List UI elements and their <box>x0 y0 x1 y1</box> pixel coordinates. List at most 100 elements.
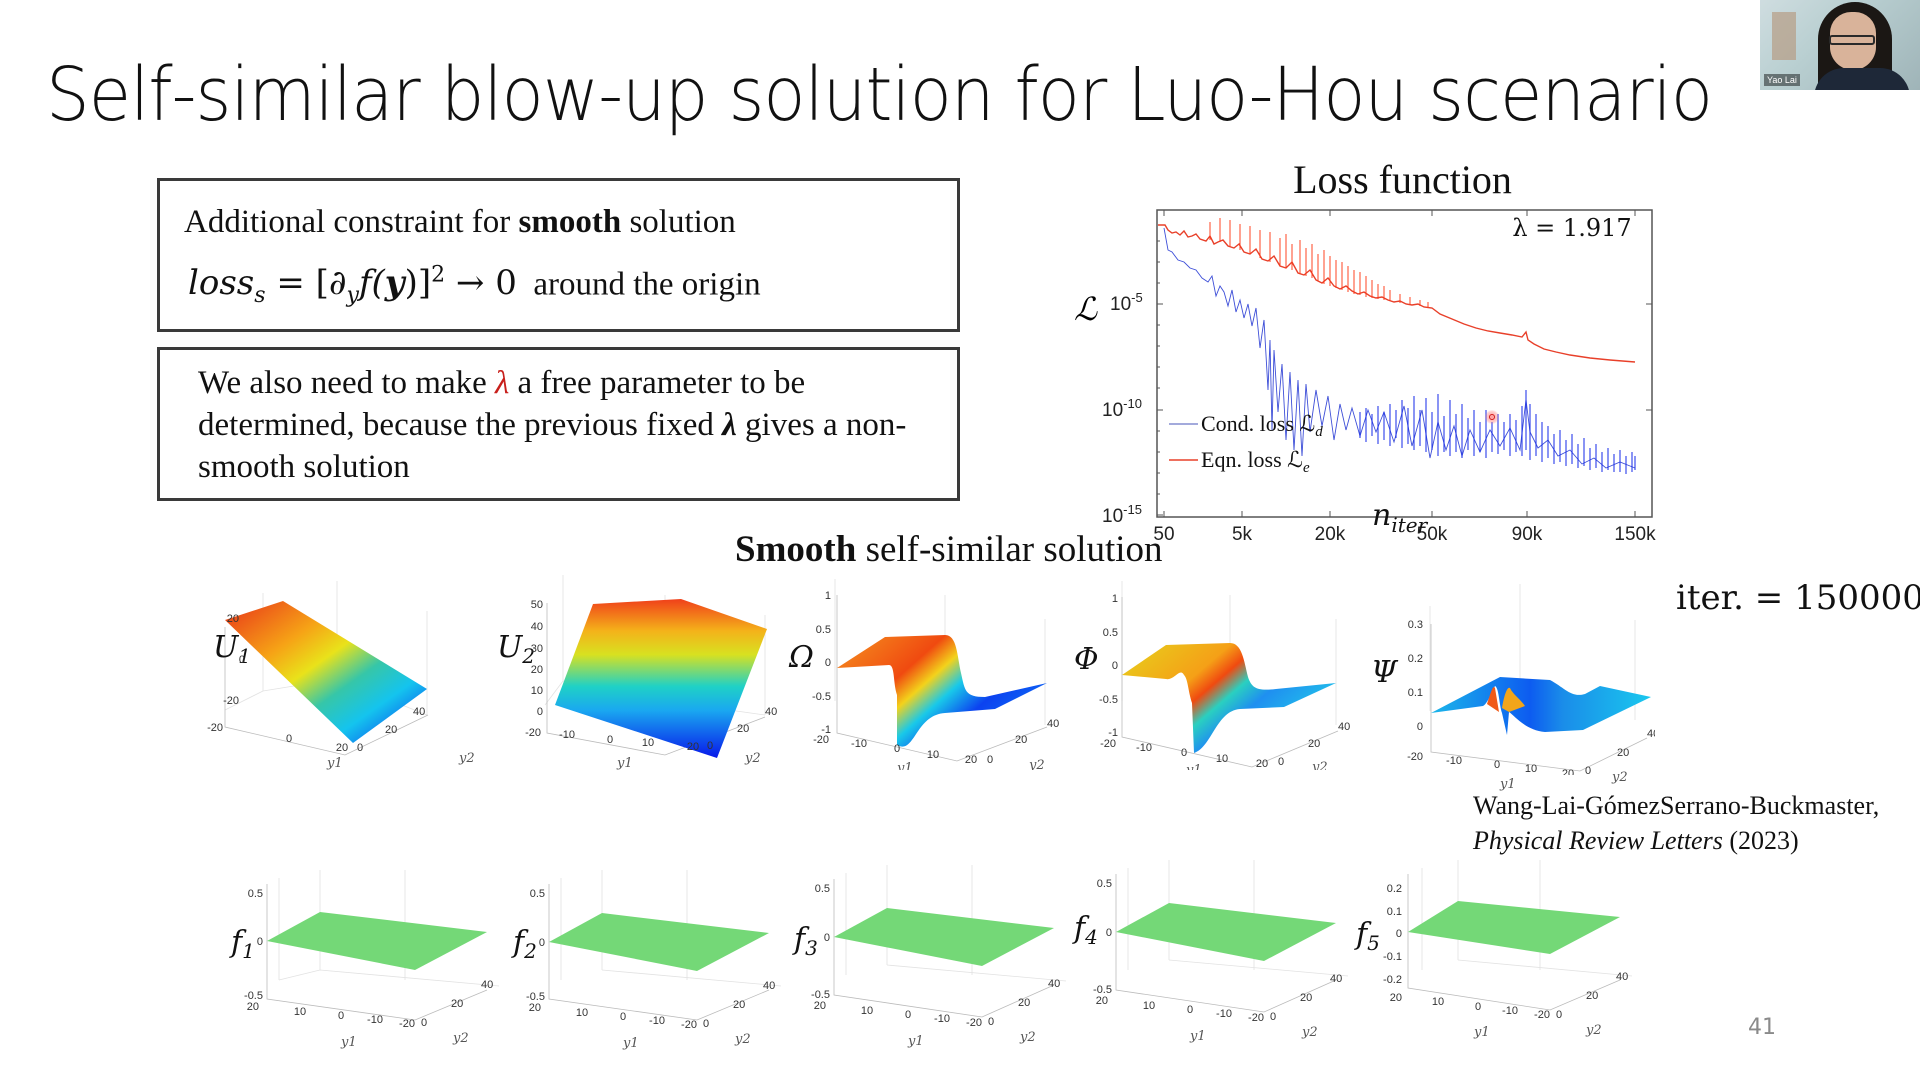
y-axis-label: ℒ <box>1074 290 1098 328</box>
y1tick: 0 <box>338 1010 344 1022</box>
ztick: 40 <box>531 621 543 633</box>
formula-lhs-sub: s <box>254 283 266 309</box>
y2tick: 0 <box>421 1017 427 1029</box>
surface-plot-f1: f1 0.5 0 -0.5 20 10 0 -10 -20 0 20 40 y1… <box>229 870 500 1050</box>
y2tick: 0 <box>1270 1011 1276 1023</box>
ztick: 1 <box>1112 593 1118 605</box>
y1tick: -10 <box>1216 1008 1232 1020</box>
ztick: -1 <box>821 724 831 736</box>
f3-surface <box>834 908 1054 966</box>
citation-authors: Wang-Lai-GómezSerrano-Buckmaster, <box>1473 791 1880 820</box>
ztick: -0.5 <box>1099 694 1118 706</box>
y1tick: 0 <box>1475 1001 1481 1013</box>
y1tick: 20 <box>247 1001 259 1013</box>
y2tick: 20 <box>1586 990 1598 1002</box>
y1tick: 10 <box>642 737 654 749</box>
webcam-video-tile[interactable]: Yao Lai <box>1760 0 1920 90</box>
y1tick: -10 <box>1502 1005 1518 1017</box>
y1tick: 20 <box>965 754 977 766</box>
y2tick: 0 <box>987 754 993 766</box>
y1tick: 0 <box>894 743 900 755</box>
psi-y2-axis-label: y2 <box>1612 770 1628 785</box>
ztick: 0 <box>537 706 543 718</box>
constraint-box: Additional constraint for smooth solutio… <box>157 178 960 332</box>
y2tick: 40 <box>1616 971 1628 983</box>
y1tick: 20 <box>687 741 699 753</box>
ztick: -20 <box>223 695 239 707</box>
y1tick: -10 <box>851 738 867 750</box>
y1tick: 10 <box>1216 753 1228 765</box>
section-heading: Smooth self-similar solution <box>735 528 1163 571</box>
smooth-emphasis: smooth <box>518 204 622 240</box>
plot-label: Ψ <box>1371 655 1399 690</box>
citation-journal-line: Physical Review Letters (2023) <box>1473 823 1879 858</box>
y1tick: -10 <box>1136 742 1152 754</box>
ztick: 0 <box>824 932 830 944</box>
plot-label: f3 <box>792 922 818 960</box>
ztick: 0 <box>239 654 245 666</box>
xtick: 50 <box>1153 524 1174 540</box>
heading-rest: self-similar solution <box>856 529 1163 570</box>
xtick: 150k <box>1614 524 1656 540</box>
webcam-person-body <box>1814 68 1910 90</box>
ztick: 0.5 <box>1097 878 1112 890</box>
y1-axis-label: y1 <box>907 1034 924 1049</box>
surface-plot-omega: Ω 1 0.5 0 -0.5 -1 -20 -10 0 10 20 0 20 4… <box>788 579 1059 770</box>
chart-legend: Cond. loss ℒd Eqn. loss ℒe <box>1169 411 1323 476</box>
phi-surface <box>1122 643 1336 753</box>
constraint-heading: Additional constraint for smooth solutio… <box>184 201 736 243</box>
plot-label: f4 <box>1072 911 1098 949</box>
y1-axis-label: y1 <box>1189 1029 1206 1044</box>
ytick-1e-5: 10-5 <box>1110 290 1143 315</box>
y1-axis-label: y1 <box>616 756 633 770</box>
psi-surface <box>1431 677 1651 735</box>
f2-surface <box>549 913 769 971</box>
webcam-background <box>1772 12 1796 60</box>
y1tick: -20 <box>525 727 541 739</box>
ztick: 0 <box>1106 927 1112 939</box>
plot-label: U1 <box>213 630 251 668</box>
y2-axis-label: y2 <box>1585 1023 1602 1038</box>
y1tick: -20 <box>966 1017 982 1029</box>
y1tick: 10 <box>576 1007 588 1019</box>
xtick: 90k <box>1512 524 1543 540</box>
surface-plot-phi: Φ 1 0.5 0 -0.5 -1 -20 -10 0 10 20 0 20 4… <box>1074 581 1350 770</box>
xtick: 20k <box>1315 524 1346 540</box>
ztick: 30 <box>531 643 543 655</box>
y1tick: 0 <box>1494 759 1500 771</box>
xtick: 5k <box>1232 524 1253 540</box>
y1tick: -20 <box>1248 1012 1264 1024</box>
loss-formula: losss = [∂yf(y)]2 → 0 around the origin <box>188 263 761 308</box>
lambda-annotation: λ = 1.917 <box>1512 214 1631 242</box>
y2tick: 20 <box>733 999 745 1011</box>
y1tick: -10 <box>367 1014 383 1026</box>
chart-axes-box <box>1156 209 1653 518</box>
ztick: 0 <box>1417 721 1423 733</box>
xtick: 50k <box>1417 524 1448 540</box>
participant-name-tag: Yao Lai <box>1764 74 1800 86</box>
y1tick: 10 <box>861 1005 873 1017</box>
presenter-pointer <box>1485 410 1499 424</box>
formula-y: y <box>384 263 405 304</box>
y2tick: 20 <box>1617 747 1629 759</box>
ztick: 10 <box>531 685 543 697</box>
y2tick: 40 <box>1330 973 1342 985</box>
text-pre: We also need to make <box>198 365 495 401</box>
y2tick: 0 <box>357 742 363 754</box>
ztick: 20 <box>227 613 239 625</box>
ztick: 0 <box>1112 660 1118 672</box>
y2tick: 20 <box>451 998 463 1010</box>
y1-axis-label: y1 <box>1473 1025 1490 1040</box>
ztick: -0.1 <box>1383 951 1402 963</box>
y2-axis-label: y2 <box>734 1032 751 1047</box>
y2-axis-label: y2 <box>1311 760 1328 770</box>
loss-chart: 10-5 10-10 10-15 50 5k 20k 50k 90k 150k … <box>1074 209 1656 540</box>
y1tick: 0 <box>1187 1004 1193 1016</box>
surface-plot-f2: f2 0.5 0 -0.5 20 10 0 -10 -20 0 20 40 y1… <box>511 870 782 1051</box>
eqn-loss-line <box>1158 224 1636 363</box>
psi-y1-axis-label: y1 <box>1500 777 1516 792</box>
formula-partial-sub: y <box>346 283 359 309</box>
webcam-person-glasses <box>1829 35 1875 45</box>
text-post: gives a non-smooth solution <box>198 407 907 485</box>
formula-f: f( <box>358 263 385 304</box>
